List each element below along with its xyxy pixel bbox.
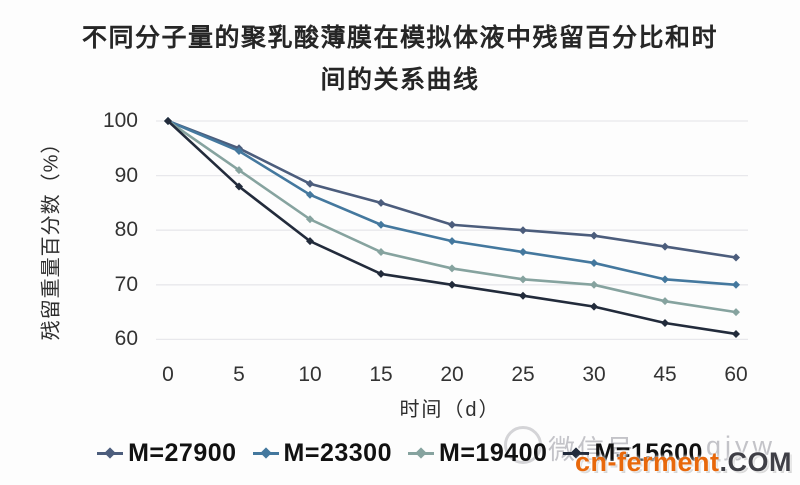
legend-label-0: M=27900 [128, 439, 237, 467]
chart-title-line-1: 不同分子量的聚乳酸薄膜在模拟体液中残留百分比和时 [81, 24, 718, 52]
legend-line-marker-icon [97, 447, 124, 459]
series-1-marker-3 [377, 220, 385, 229]
legend-line-marker-icon [563, 447, 590, 459]
x-tick-10: 10 [298, 363, 322, 386]
series-2-marker-2 [306, 215, 314, 224]
series-0-marker-8 [732, 253, 740, 262]
series-3-marker-3 [377, 269, 385, 278]
series-0-marker-6 [590, 231, 598, 240]
series-3-marker-7 [661, 319, 669, 328]
x-tick-0: 0 [162, 363, 174, 386]
series-1-marker-4 [448, 237, 456, 246]
series-3-marker-2 [306, 237, 314, 246]
watermark-site-tld: .COM [719, 447, 792, 477]
x-tick-30: 30 [582, 363, 606, 386]
series-3-marker-8 [732, 329, 740, 338]
watermark-wechat-text: 微信号 [548, 435, 635, 465]
y-tick-80: 80 [114, 218, 138, 242]
legend-label-1: M=23300 [283, 439, 392, 467]
series-line-1 [167, 119, 737, 287]
series-2-marker-3 [377, 248, 385, 257]
series-1-marker-1 [235, 147, 243, 156]
series-0-marker-2 [306, 179, 314, 188]
series-2-marker-6 [590, 280, 598, 289]
series-3-marker-1 [235, 182, 243, 191]
legend-line-marker-icon [408, 447, 434, 459]
series-0-marker-3 [377, 198, 385, 207]
y-tick-90: 90 [114, 163, 138, 187]
legend-diamond-icon [104, 447, 116, 459]
series-0-marker-7 [661, 242, 669, 251]
legend-label-3: M=15600 [594, 439, 703, 467]
legend-diamond-icon [259, 447, 272, 459]
series-1-marker-7 [661, 275, 669, 284]
series-2-marker-5 [519, 275, 527, 284]
legend-item-0: M=27900 [97, 439, 236, 468]
legend-label-2: M=19400 [439, 439, 548, 467]
y-tick-70: 70 [114, 272, 138, 296]
series-2-marker-4 [448, 264, 456, 273]
series-line-0 [167, 119, 737, 259]
watermark-ring-icon [504, 426, 542, 464]
series-2-marker-1 [235, 166, 243, 175]
x-tick-20: 20 [440, 363, 464, 386]
watermark-site-url: cn-ferment.COM [575, 447, 792, 478]
x-tick-60: 60 [724, 363, 748, 386]
watermark-wechat-id-tail: qjyw [706, 431, 777, 461]
series-2-marker-8 [732, 308, 740, 317]
x-tick-25: 25 [511, 363, 535, 386]
series-1-marker-5 [519, 248, 527, 257]
series-1-marker-6 [590, 258, 598, 267]
legend-item-2: M=19400 [408, 439, 547, 468]
legend-line-marker-icon [252, 447, 279, 459]
chart-legend: M=27900 M=23300 M=19400 M=15600 [0, 439, 800, 468]
x-axis-label: 时间（d） [399, 399, 501, 421]
series-1-marker-2 [306, 190, 314, 199]
chart-title-line-2: 间的关系曲线 [320, 66, 480, 94]
legend-item-1: M=23300 [252, 439, 392, 468]
series-3-marker-0 [164, 117, 172, 125]
y-tick-60: 60 [114, 327, 138, 351]
x-tick-15: 15 [369, 363, 393, 386]
series-3-marker-5 [519, 291, 527, 300]
series-2-marker-7 [661, 297, 669, 306]
series-1-marker-8 [732, 280, 740, 289]
y-tick-100: 100 [102, 109, 138, 132]
series-3-marker-6 [590, 302, 598, 311]
watermark-site-name: cn-ferment [574, 447, 720, 477]
legend-diamond-icon [415, 447, 427, 459]
legend-item-3: M=15600 [563, 439, 702, 468]
series-0-marker-5 [519, 226, 527, 235]
x-tick-5: 5 [233, 363, 245, 386]
series-0-marker-4 [448, 220, 456, 229]
x-tick-45: 45 [653, 363, 677, 386]
series-3-marker-4 [448, 280, 456, 289]
